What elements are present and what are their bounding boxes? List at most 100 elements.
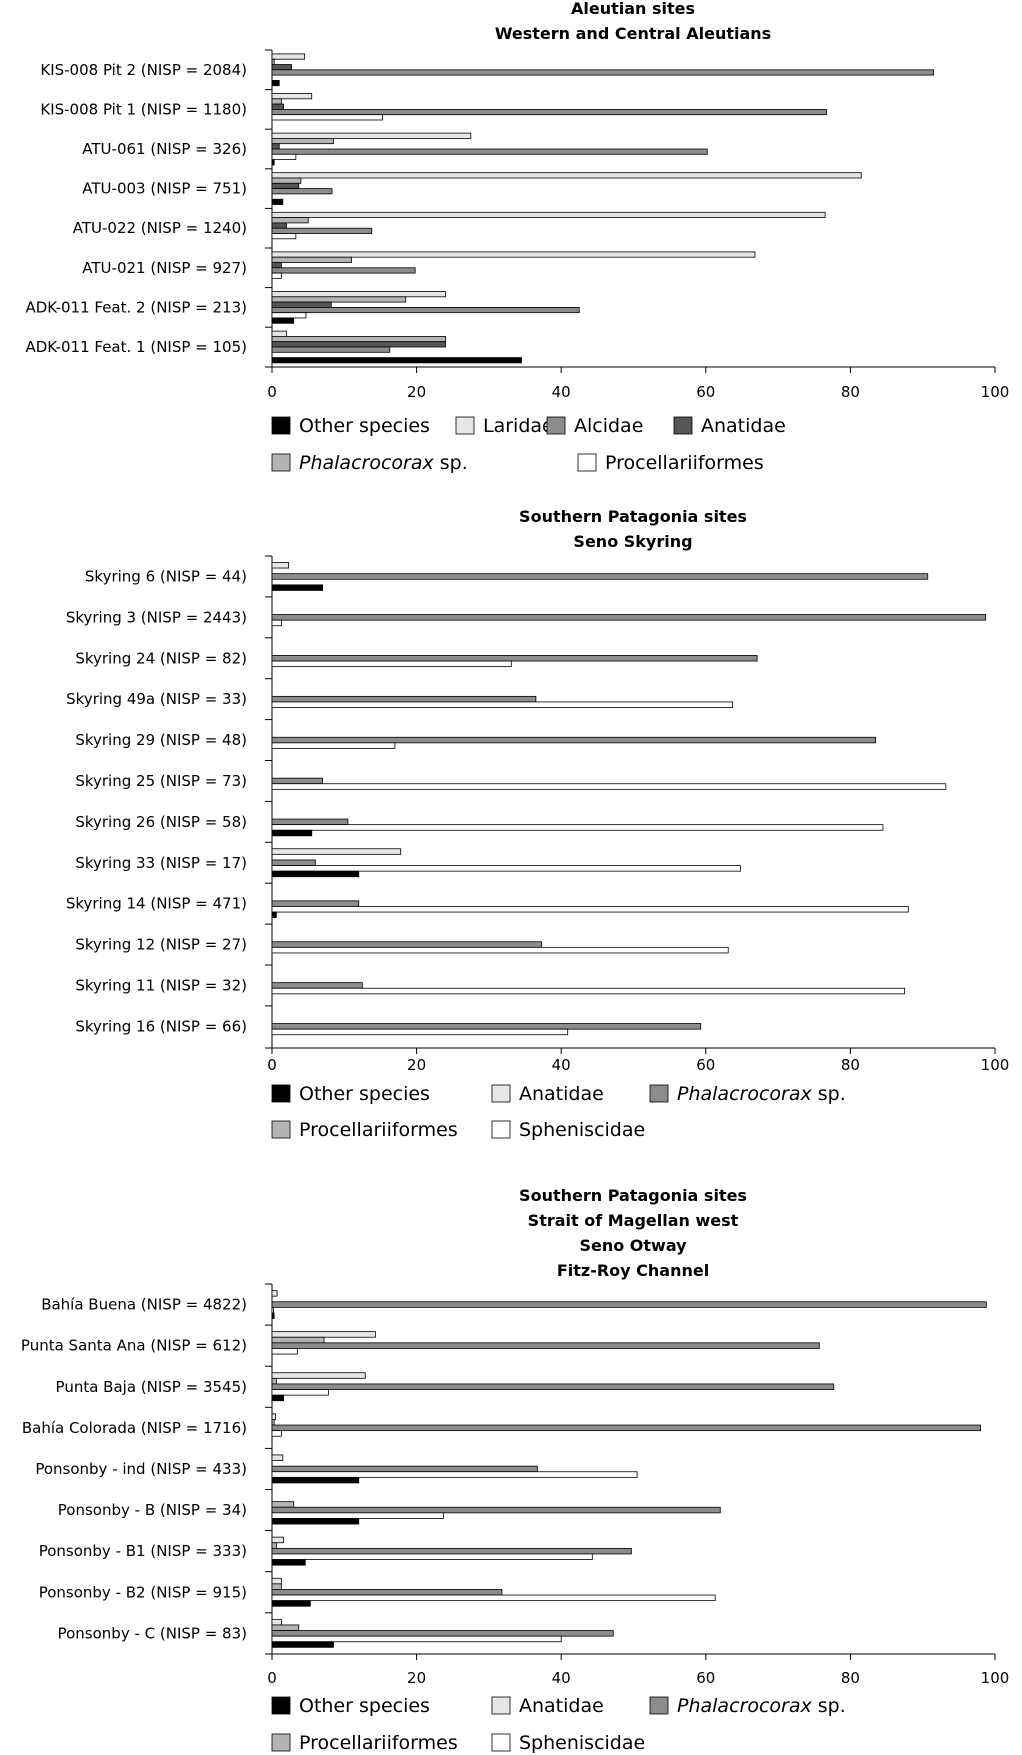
bar <box>271 1594 716 1602</box>
bar <box>271 1383 835 1390</box>
bar <box>271 1023 702 1030</box>
bar <box>271 291 446 298</box>
category-label: Punta Santa Ana (NISP = 612) <box>21 1337 247 1355</box>
category-label: Bahía Colorada (NISP = 1716) <box>22 1419 247 1437</box>
bar <box>271 1306 274 1314</box>
bar <box>271 1476 360 1484</box>
bar <box>271 132 472 139</box>
bar <box>271 906 909 913</box>
legend-swatch <box>649 1696 669 1715</box>
category-label: Skyring 14 (NISP = 471) <box>66 895 247 913</box>
bar <box>271 783 947 790</box>
legend-label: Procellariiformes <box>299 1732 458 1754</box>
bar <box>271 818 349 826</box>
bar <box>271 227 373 234</box>
chart-title-line: Aleutian sites <box>571 0 695 18</box>
bar <box>271 341 446 348</box>
bar <box>271 1547 632 1555</box>
bar <box>271 848 402 855</box>
bar <box>271 312 307 319</box>
bar <box>271 222 287 229</box>
bar <box>271 1454 284 1461</box>
bar <box>271 330 287 337</box>
bar <box>271 272 282 279</box>
bar <box>271 1372 366 1379</box>
x-tick-label: 100 <box>981 1669 1010 1687</box>
bar <box>271 1301 987 1308</box>
category-label: Skyring 24 (NISP = 82) <box>75 649 247 667</box>
x-tick-label: 80 <box>841 1669 860 1687</box>
bar <box>271 198 284 205</box>
legend-swatch <box>271 1084 291 1103</box>
legend-swatch <box>577 453 597 472</box>
bar <box>271 1342 820 1349</box>
legend-label: Procellariiformes <box>605 452 764 474</box>
bar <box>271 859 316 866</box>
category-label: Skyring 25 (NISP = 73) <box>75 772 247 790</box>
bar <box>271 98 282 105</box>
legend-swatch <box>455 416 475 435</box>
category-label: Ponsonby - C (NISP = 83) <box>58 1624 247 1642</box>
bar <box>271 1577 282 1585</box>
bar <box>271 777 324 785</box>
category-label: ATU-061 (NISP = 326) <box>82 140 247 158</box>
legend-label: Anatidae <box>519 1695 604 1717</box>
bar <box>271 619 282 627</box>
bar <box>271 172 862 179</box>
bar <box>271 1589 503 1596</box>
bar <box>271 1377 277 1385</box>
chart-panel-1: Aleutian sites Western and Central Aleuti… <box>26 0 1010 474</box>
bar <box>271 251 756 258</box>
legend-label: Phalacrocorax sp. <box>677 1083 846 1105</box>
legend-label: Other species <box>299 415 430 437</box>
legend-label: Spheniscidae <box>519 1119 645 1141</box>
bar <box>271 1290 278 1297</box>
bar <box>271 335 446 343</box>
bar <box>271 69 934 76</box>
legend-label: Phalacrocorax sp. <box>677 1695 846 1717</box>
bar <box>271 1600 311 1607</box>
legend-swatch <box>491 1084 511 1103</box>
legend-swatch <box>673 416 693 435</box>
bar <box>271 306 580 314</box>
bar <box>271 1331 376 1338</box>
category-label: ATU-003 (NISP = 751) <box>82 180 247 198</box>
bar <box>271 1559 306 1566</box>
x-tick-label: 0 <box>267 383 277 401</box>
category-label: Skyring 3 (NISP = 2443) <box>66 608 247 626</box>
legend-label: Anatidae <box>701 415 786 437</box>
bar <box>271 267 416 274</box>
x-tick-label: 100 <box>981 1056 1010 1074</box>
legend-label: Other species <box>299 1695 430 1717</box>
chart-title-line: Southern Patagonia sites <box>519 507 747 526</box>
legend-label: Anatidae <box>519 1083 604 1105</box>
bar <box>271 1465 538 1473</box>
bar <box>271 946 729 954</box>
legend-swatch <box>491 1733 511 1752</box>
x-tick-label: 0 <box>267 1669 277 1687</box>
x-tick-label: 80 <box>841 1056 860 1074</box>
bar <box>271 103 284 110</box>
category-label: Bahía Buena (NISP = 4822) <box>41 1296 247 1314</box>
bar <box>271 941 543 948</box>
bar <box>271 1536 284 1544</box>
bar <box>271 1624 300 1631</box>
chart-title-line: Fitz-Roy Channel <box>557 1261 709 1280</box>
x-tick-label: 80 <box>841 383 860 401</box>
bar <box>271 1389 329 1396</box>
category-label: Skyring 16 (NISP = 66) <box>75 1017 247 1035</box>
bar <box>271 900 360 907</box>
bar <box>271 614 987 621</box>
x-tick-label: 60 <box>696 1056 715 1074</box>
bar <box>271 317 295 324</box>
bar <box>271 1336 325 1344</box>
bar <box>271 911 277 919</box>
bar <box>271 695 537 703</box>
bar <box>271 233 297 240</box>
legend-label: Other species <box>299 1083 430 1105</box>
category-label: ADK-011 Feat. 2 (NISP = 213) <box>26 298 248 316</box>
bar <box>271 357 522 364</box>
bar <box>271 1630 614 1637</box>
chart-title-line: Western and Central Aleutians <box>495 24 771 43</box>
